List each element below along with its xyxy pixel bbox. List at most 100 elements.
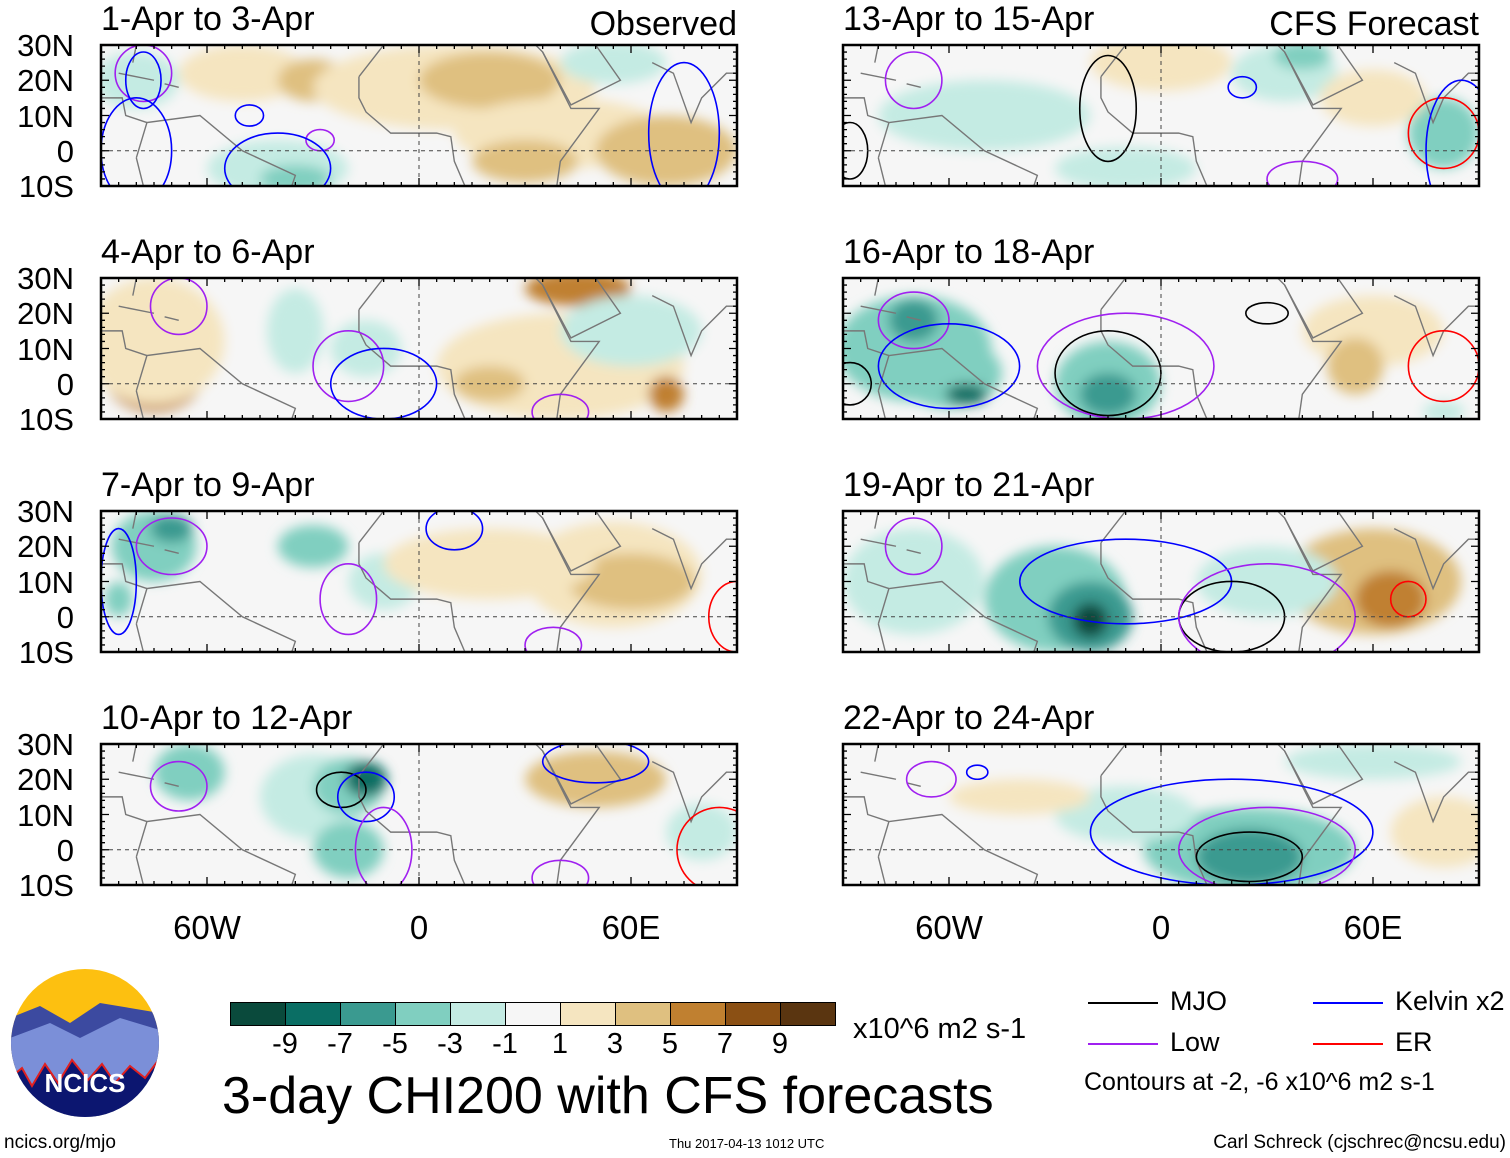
anomaly-shading [260,164,331,186]
coastline [101,796,148,823]
anomaly-shading [666,803,737,861]
lon-tick-label: 60W [915,909,983,946]
coastline [542,278,622,339]
colorbar-label: 1 [551,1028,569,1060]
coastline [860,538,897,547]
coastline [135,390,145,419]
column-label: CFS Forecast [1269,5,1479,43]
panel-title: 7-Apr to 9-Apr [101,466,315,504]
panel-frame [99,509,739,654]
coastline [1393,527,1479,591]
anomaly-shading [648,376,684,412]
anomaly-shading [1090,45,1232,91]
anomaly-shading [878,80,1091,151]
coastline [358,76,466,186]
coastline [118,771,155,780]
wave-contour [905,760,957,798]
coastline [1284,45,1364,106]
wave-contour [531,859,590,885]
coastline [358,775,466,885]
coastline [1100,511,1343,652]
wave-contour [234,104,265,127]
anomaly-shading [313,821,384,878]
anomaly-shading [1072,602,1108,638]
panel-frame [99,276,739,421]
wave-contour [1227,75,1258,99]
panel-title: 4-Apr to 6-Apr [101,233,315,271]
lat-tick-label: 0 [56,599,74,635]
lat-tick-label: 0 [56,133,74,169]
coastline [358,744,601,885]
wave-contour [149,278,208,336]
map-panel [841,43,1481,188]
coastline [651,61,737,125]
coastline [843,97,890,124]
anomaly-shading [1079,373,1137,416]
panel-frame [841,509,1481,654]
anomaly-shading [1284,744,1462,780]
coastline [135,347,297,419]
map-panel [841,742,1481,887]
anomaly-shading [1390,796,1479,868]
coastline [542,744,622,805]
wave-contour [1266,160,1339,186]
legend-label: Kelvin x2 [1395,986,1505,1016]
coastline [1284,511,1364,572]
ncics-logo: NCICS [11,969,159,1117]
lat-tick-label: 20N [17,529,74,565]
coastline [1100,76,1208,186]
map-panel [841,509,1481,654]
panel-frame [841,742,1481,887]
coastline [101,97,148,124]
colorbar-label: 3 [606,1028,624,1060]
coastline [164,316,179,321]
anomaly-shading [525,751,667,808]
coastline [1284,744,1364,805]
colorbar-swatch [671,1003,726,1025]
coastline [651,294,737,358]
anomaly-shading [1274,45,1331,70]
coastline [860,305,897,314]
lat-tick-label: 20N [17,296,74,332]
anomaly-shading [277,525,349,568]
lat-tick-label: 30N [17,261,74,296]
map-panel [841,276,1481,421]
coastline [358,511,601,652]
coastline [877,813,1039,885]
coastline [118,305,155,314]
colorbar [230,1002,836,1026]
wave-contour [425,511,484,551]
panel-title: 16-Apr to 18-Apr [843,233,1095,271]
coastline [542,45,622,106]
coastline [358,45,601,186]
lon-tick-label: 60E [1343,909,1403,946]
lat-tick-label: 30N [17,727,74,762]
coastline [118,72,155,81]
coastline [164,83,179,88]
colorbar-swatch [341,1003,396,1025]
footer-url[interactable]: ncics.org/mjo [4,1132,116,1153]
anomaly-shading [945,383,988,405]
coastline [1100,278,1343,419]
panel-frame [99,43,739,188]
lon-tick-label: 0 [1151,909,1171,946]
panel-title: 1-Apr to 3-Apr [101,0,315,38]
map-panel [99,509,739,654]
lon-tick-label: 60W [173,909,241,946]
coastline [164,782,179,787]
anomaly-shading [383,528,596,600]
wave-contour [884,517,943,576]
wave-contour [1425,79,1479,186]
coastline [135,813,297,885]
legend-label: MJO [1170,986,1227,1016]
coastline [1393,61,1479,125]
coastline [135,114,297,186]
wave-contour [1245,301,1289,325]
wave-contour [1078,54,1138,163]
panel-frame [841,276,1481,421]
anomaly-shading [150,514,193,543]
coastline [877,347,1039,419]
coastline [1100,744,1343,885]
wave-contour [524,626,583,652]
colorbar-swatch [506,1003,561,1025]
